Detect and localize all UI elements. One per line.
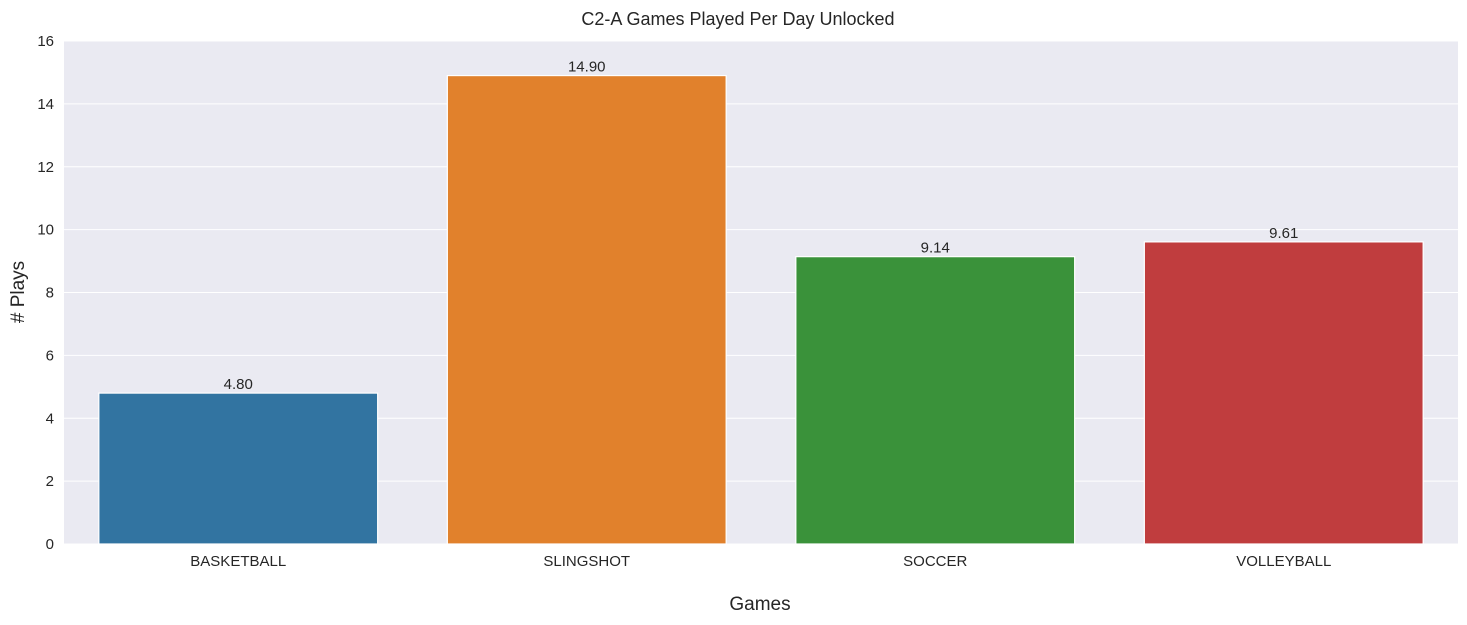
data-label: 14.90	[568, 59, 606, 76]
bar-slingshot	[446, 74, 727, 545]
x-axis-title: Games	[729, 594, 790, 615]
y-tick-label: 0	[46, 536, 54, 553]
y-tick-label: 16	[37, 33, 54, 50]
y-tick-label: 12	[37, 159, 54, 176]
y-tick-label: 6	[46, 347, 54, 364]
x-axis-ticks: BASKETBALL SLINGSHOT SOCCER VOLLEYBALL	[190, 553, 1331, 570]
x-tick-label: VOLLEYBALL	[1236, 553, 1331, 570]
data-label: 4.80	[224, 376, 253, 393]
bar-soccer	[795, 256, 1076, 545]
data-labels: 4.80 14.90 9.14 9.61	[224, 59, 1299, 394]
y-tick-label: 14	[37, 96, 54, 113]
chart-title: C2-A Games Played Per Day Unlocked	[581, 9, 894, 29]
bars	[98, 74, 1424, 545]
y-axis-title: # Plays	[8, 261, 29, 323]
y-tick-label: 8	[46, 285, 54, 302]
bar-basketball	[98, 392, 379, 545]
x-tick-label: SOCCER	[903, 553, 967, 570]
y-tick-label: 2	[46, 473, 54, 490]
x-tick-label: SLINGSHOT	[543, 553, 630, 570]
y-axis-ticks: 0 2 4 6 8 10 12 14 16	[37, 33, 54, 553]
y-tick-label: 10	[37, 222, 54, 239]
data-label: 9.61	[1269, 225, 1298, 242]
bar-volleyball	[1143, 241, 1424, 545]
y-tick-label: 4	[46, 410, 54, 427]
data-label: 9.14	[921, 240, 950, 257]
x-tick-label: BASKETBALL	[190, 553, 286, 570]
